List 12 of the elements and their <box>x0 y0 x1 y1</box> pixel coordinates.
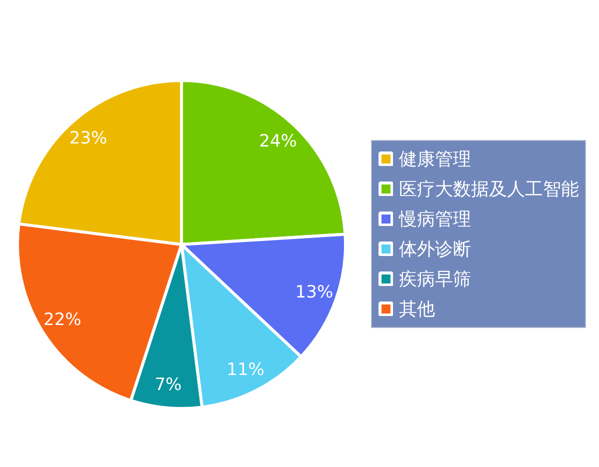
data-label: 24% <box>259 132 297 152</box>
data-label: 22% <box>44 310 82 330</box>
data-label: 13% <box>295 282 334 302</box>
legend-label: 医疗大数据及人工智能 <box>399 178 579 200</box>
data-label: 23% <box>69 128 108 149</box>
legend-label: 体外诊断 <box>399 238 471 260</box>
legend-label: 疾病早筛 <box>399 268 471 290</box>
legend-label: 其他 <box>399 298 435 320</box>
data-label: 7% <box>154 374 182 395</box>
legend-label: 慢病管理 <box>399 208 471 230</box>
legend-label: 健康管理 <box>399 148 471 170</box>
data-label: 11% <box>226 360 264 380</box>
